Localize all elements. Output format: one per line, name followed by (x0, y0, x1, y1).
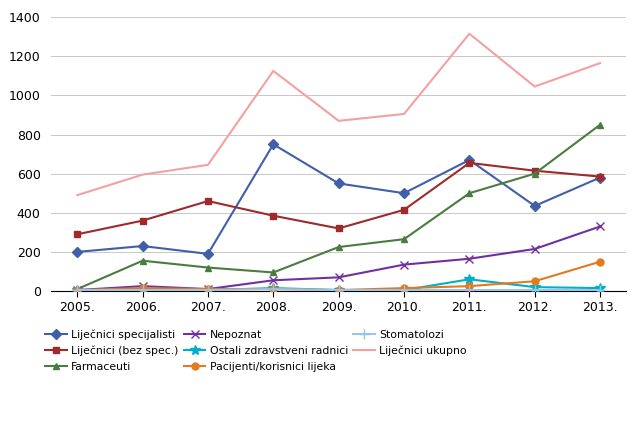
Legend: Liječnici specijalisti, Liječnici (bez spec.), Farmaceuti, Nepoznat, Ostali zdra: Liječnici specijalisti, Liječnici (bez s… (45, 329, 467, 372)
